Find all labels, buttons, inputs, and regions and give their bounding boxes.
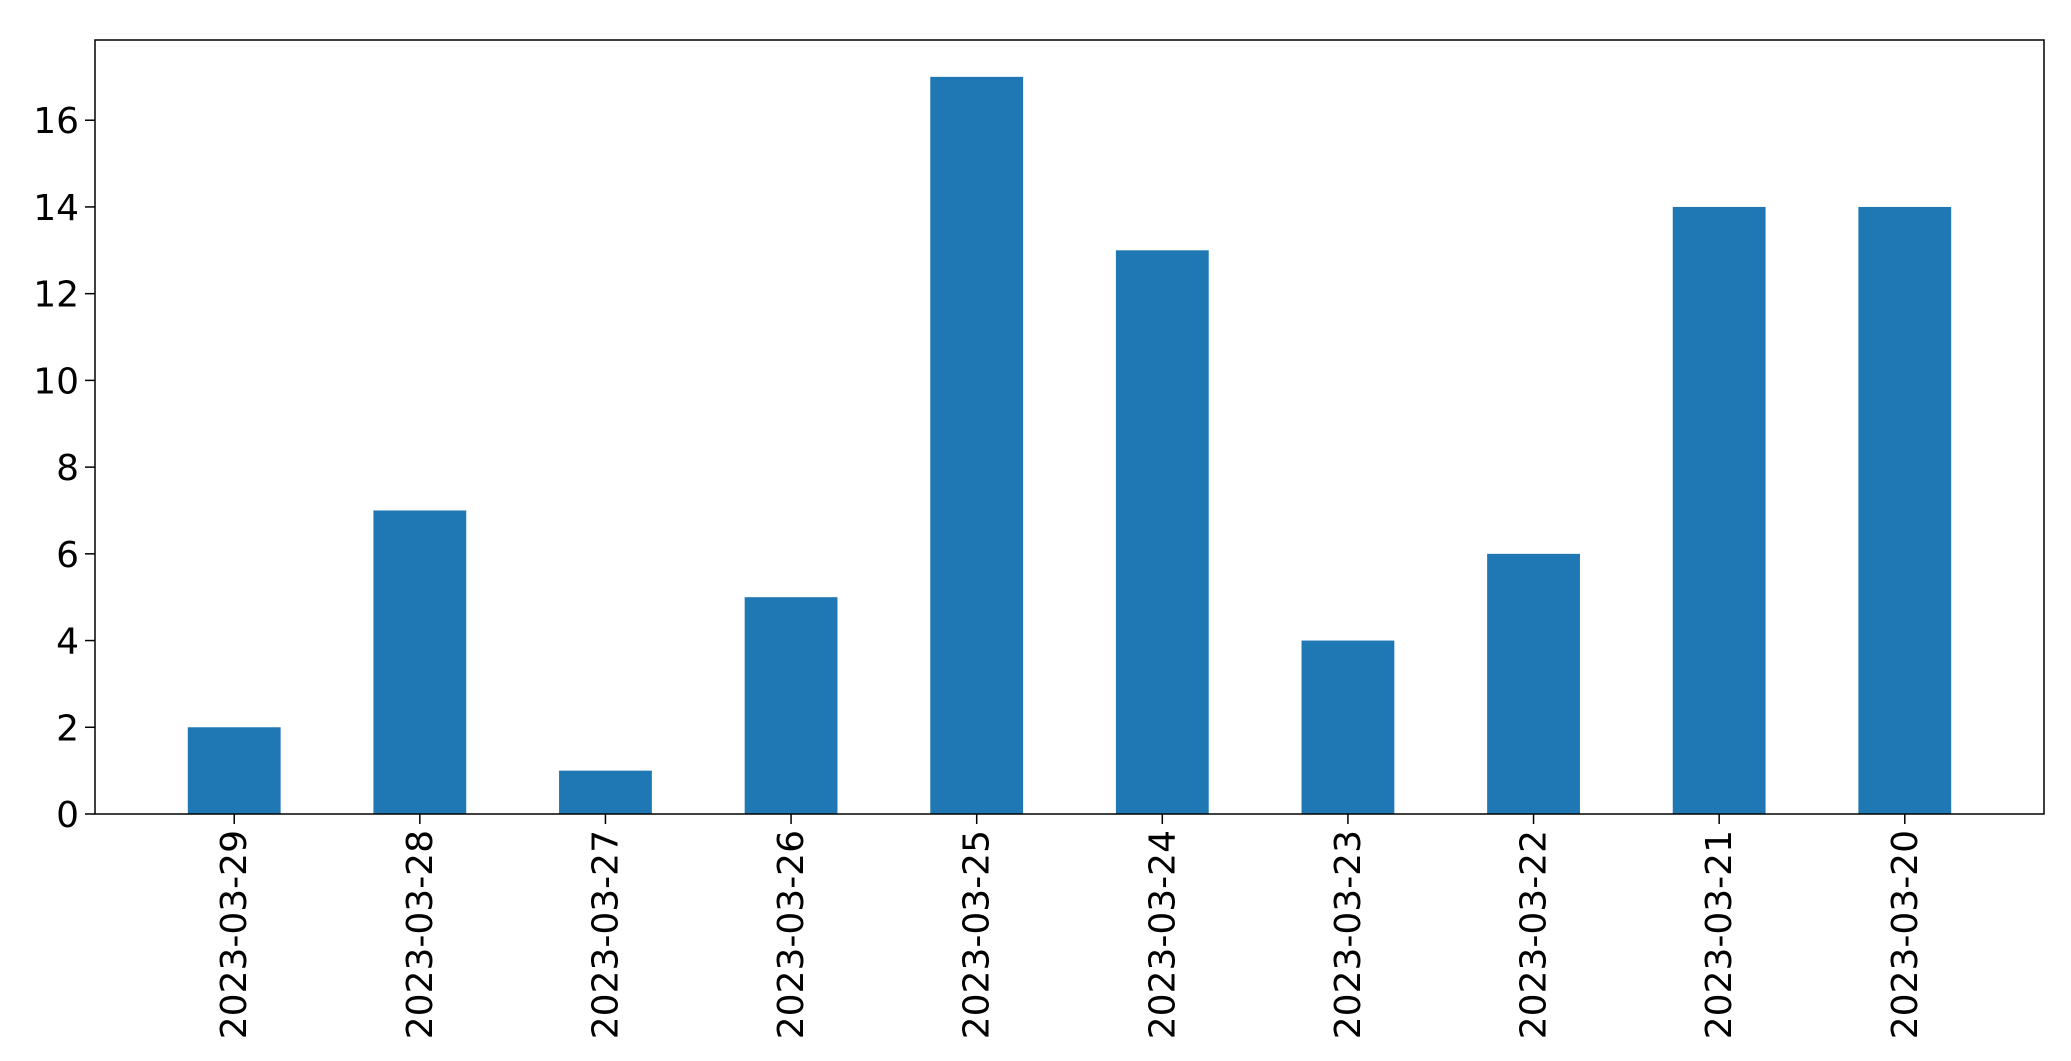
bar-2023-03-28 [373,510,467,814]
x-tick-label: 2023-03-25 [957,830,998,1039]
bar-2023-03-27 [559,770,652,814]
bar-2023-03-25 [930,76,1024,815]
y-tick-label: 2 [56,708,79,749]
bar-2023-03-22 [1487,553,1580,814]
y-tick-label: 14 [33,188,79,229]
x-tick-label: 2023-03-26 [771,830,812,1039]
x-tick-label: 2023-03-27 [585,830,626,1039]
y-tick-label: 16 [33,101,79,142]
x-tick-label: 2023-03-24 [1142,830,1183,1039]
bar-2023-03-29 [187,727,281,814]
y-axis: 0 2 4 6 8 10 12 14 16 [33,101,95,836]
y-tick-label: 4 [56,622,79,663]
bar-2023-03-20 [1858,206,1952,815]
bar-2023-03-24 [1115,250,1209,815]
x-axis: 2023-03-29 2023-03-28 2023-03-27 2023-03-26… [214,814,1926,1039]
x-tick-label: 2023-03-29 [214,830,255,1039]
bars-layer [187,76,1952,815]
bar-2023-03-23 [1301,640,1395,814]
x-tick-label: 2023-03-28 [400,830,441,1039]
bar-2023-03-21 [1672,206,1766,815]
y-tick-label: 12 [33,275,79,316]
x-tick-label: 2023-03-23 [1328,830,1369,1039]
x-tick-label: 2023-03-21 [1699,830,1740,1039]
plot-frame [94,39,2045,815]
bar-2023-03-26 [744,597,838,814]
y-tick-label: 8 [56,448,79,489]
x-tick-label: 2023-03-22 [1514,830,1555,1039]
y-tick-label: 0 [56,795,79,836]
y-tick-label: 10 [33,361,79,402]
y-tick-label: 6 [56,535,79,576]
x-tick-label: 2023-03-20 [1885,830,1926,1039]
